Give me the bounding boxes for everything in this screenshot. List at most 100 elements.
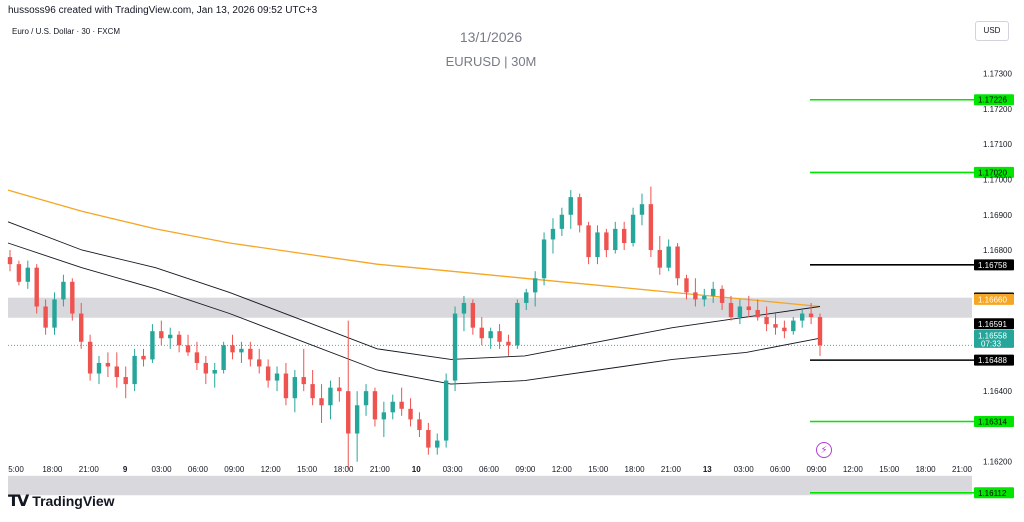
candle[interactable] bbox=[506, 334, 511, 356]
candle[interactable] bbox=[221, 341, 226, 374]
candle[interactable] bbox=[248, 341, 253, 367]
candle[interactable] bbox=[613, 221, 618, 254]
candle[interactable] bbox=[114, 352, 120, 388]
candle[interactable] bbox=[630, 207, 636, 247]
candle[interactable] bbox=[532, 271, 538, 307]
candle[interactable] bbox=[621, 221, 627, 251]
candle[interactable] bbox=[746, 295, 751, 318]
price-label[interactable]: 1.16591 bbox=[974, 318, 1014, 330]
candle[interactable] bbox=[79, 302, 84, 349]
candle[interactable] bbox=[399, 387, 404, 416]
candle[interactable] bbox=[541, 232, 547, 286]
candle[interactable] bbox=[168, 327, 173, 349]
candle[interactable] bbox=[337, 377, 342, 402]
level-label[interactable]: 1.17226 bbox=[974, 94, 1014, 106]
candle[interactable] bbox=[719, 285, 725, 311]
candle[interactable] bbox=[292, 369, 298, 413]
candle[interactable] bbox=[710, 281, 716, 303]
candle[interactable] bbox=[141, 348, 146, 367]
candle[interactable] bbox=[577, 193, 582, 233]
candle[interactable] bbox=[728, 295, 734, 321]
level-label[interactable]: 1.17020 bbox=[974, 166, 1014, 178]
candle[interactable] bbox=[675, 242, 680, 286]
candle[interactable] bbox=[61, 274, 66, 307]
candle[interactable] bbox=[799, 310, 805, 328]
candle[interactable] bbox=[185, 334, 191, 356]
candle[interactable] bbox=[34, 264, 39, 314]
candle[interactable] bbox=[817, 313, 823, 356]
price-label[interactable]: 1.16660 bbox=[974, 293, 1014, 305]
candle[interactable] bbox=[595, 225, 600, 265]
level-label[interactable]: 1.16112 bbox=[974, 487, 1014, 499]
candle[interactable] bbox=[283, 362, 289, 406]
candle[interactable] bbox=[488, 327, 493, 349]
candle[interactable] bbox=[808, 302, 814, 325]
candle[interactable] bbox=[755, 299, 760, 321]
candle[interactable] bbox=[16, 260, 22, 286]
levels-layer[interactable]: 1.17226 1.17020 1.16758 1.16488 1.16314 1.161… bbox=[810, 94, 1014, 499]
candle[interactable] bbox=[693, 278, 698, 307]
candle[interactable] bbox=[265, 359, 271, 388]
candle[interactable] bbox=[461, 295, 467, 332]
level-label[interactable]: 1.16758 bbox=[974, 259, 1014, 271]
candle[interactable] bbox=[25, 260, 31, 289]
candle[interactable] bbox=[764, 306, 769, 332]
candle[interactable] bbox=[319, 384, 324, 423]
candle[interactable] bbox=[381, 401, 387, 438]
candle[interactable] bbox=[354, 391, 360, 462]
candle[interactable] bbox=[132, 348, 137, 392]
level-label[interactable]: 1.16314 bbox=[974, 416, 1014, 428]
candle[interactable] bbox=[328, 380, 333, 420]
candle[interactable] bbox=[150, 324, 155, 363]
candle[interactable] bbox=[96, 355, 102, 385]
candle[interactable] bbox=[604, 228, 609, 258]
candle[interactable] bbox=[666, 239, 671, 272]
candle[interactable] bbox=[257, 348, 262, 374]
symbol-info[interactable]: Euro / U.S. Dollar · 30 · FXCM bbox=[12, 27, 121, 36]
candle[interactable] bbox=[194, 341, 200, 370]
tradingview-brand[interactable]: TV TradingView bbox=[8, 491, 115, 510]
candle[interactable] bbox=[684, 274, 689, 300]
candle[interactable] bbox=[417, 412, 422, 438]
candle[interactable] bbox=[791, 317, 796, 335]
candle[interactable] bbox=[515, 299, 520, 349]
candle[interactable] bbox=[408, 398, 413, 427]
candle[interactable] bbox=[52, 292, 57, 335]
candle[interactable] bbox=[274, 366, 280, 392]
candle[interactable] bbox=[363, 384, 369, 416]
candle[interactable] bbox=[782, 320, 787, 339]
candle[interactable] bbox=[346, 320, 351, 469]
candle[interactable] bbox=[737, 299, 743, 325]
candle[interactable] bbox=[479, 317, 484, 346]
lightning-icon[interactable]: ⚡ bbox=[816, 442, 832, 458]
candle[interactable] bbox=[559, 207, 565, 236]
currency-button[interactable]: USD bbox=[975, 21, 1009, 41]
candle[interactable] bbox=[310, 369, 315, 406]
candle[interactable] bbox=[390, 394, 395, 420]
candle[interactable] bbox=[550, 218, 556, 254]
candle[interactable] bbox=[773, 313, 778, 335]
candle[interactable] bbox=[657, 235, 662, 275]
candle[interactable] bbox=[301, 348, 306, 392]
candle[interactable] bbox=[435, 433, 440, 455]
candle[interactable] bbox=[230, 334, 235, 360]
candle[interactable] bbox=[648, 186, 654, 258]
candle[interactable] bbox=[105, 352, 111, 378]
candle[interactable] bbox=[702, 288, 707, 307]
candle[interactable] bbox=[372, 387, 378, 427]
candles-layer[interactable] bbox=[7, 186, 823, 469]
candle[interactable] bbox=[497, 324, 502, 349]
candle[interactable] bbox=[586, 221, 591, 265]
candle[interactable] bbox=[426, 422, 431, 455]
candle[interactable] bbox=[239, 341, 244, 363]
candle[interactable] bbox=[43, 299, 48, 335]
candle[interactable] bbox=[568, 190, 573, 229]
candle[interactable] bbox=[87, 334, 93, 381]
candle[interactable] bbox=[203, 355, 209, 385]
candle[interactable] bbox=[443, 373, 449, 448]
candle[interactable] bbox=[159, 320, 164, 346]
candle[interactable] bbox=[452, 306, 458, 392]
candle[interactable] bbox=[524, 288, 529, 311]
